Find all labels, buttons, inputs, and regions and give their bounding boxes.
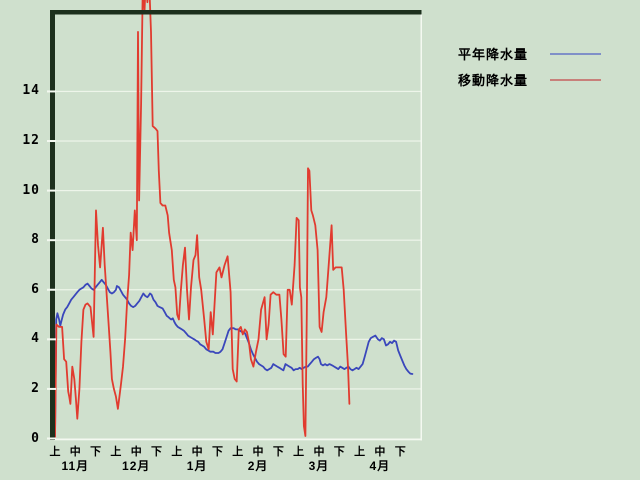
legend-label-moving-precip: 移動降水量 bbox=[458, 73, 529, 88]
x-tick-label: 中 bbox=[252, 446, 264, 458]
x-tick-label: 下 bbox=[151, 446, 163, 458]
month-label: 2月 bbox=[247, 459, 269, 473]
y-tick-label: 2 bbox=[31, 380, 40, 396]
x-tick-label: 上 bbox=[232, 446, 244, 458]
x-tick-label: 上 bbox=[49, 446, 61, 458]
gridline bbox=[55, 190, 421, 192]
legend-item-moving-precip: 移動降水量 bbox=[430, 70, 635, 88]
y-tick-label: 8 bbox=[31, 232, 40, 248]
gridline bbox=[55, 289, 421, 291]
month-label: 4月 bbox=[369, 459, 391, 473]
y-tick-label: 14 bbox=[22, 83, 40, 99]
normal-precip-line bbox=[54, 278, 414, 440]
x-tick-label: 上 bbox=[354, 446, 366, 458]
y-tick-label: 4 bbox=[31, 331, 40, 347]
x-tick-label: 下 bbox=[90, 446, 102, 458]
y-tick-mark bbox=[47, 437, 56, 440]
month-label: 1月 bbox=[186, 459, 208, 473]
x-tick-label: 中 bbox=[313, 446, 325, 458]
x-tick-label: 下 bbox=[333, 446, 345, 458]
y-tick-mark bbox=[47, 338, 56, 341]
x-tick-label: 下 bbox=[394, 446, 406, 458]
x-tick-label: 中 bbox=[130, 446, 142, 458]
plot-border-left bbox=[50, 10, 55, 440]
x-tick-label: 上 bbox=[171, 446, 183, 458]
gridline bbox=[55, 140, 421, 142]
month-label: 12月 bbox=[122, 459, 151, 473]
moving-precip-line bbox=[54, 0, 351, 440]
y-tick-mark bbox=[47, 288, 56, 291]
plot-border-bottom bbox=[54, 438, 421, 441]
gridline bbox=[55, 388, 421, 390]
legend-item-normal-precip: 平年降水量 bbox=[430, 44, 635, 62]
y-tick-mark bbox=[47, 239, 56, 242]
y-tick-mark bbox=[47, 90, 56, 93]
y-tick-mark bbox=[47, 387, 56, 390]
y-tick-mark bbox=[47, 189, 56, 192]
legend: 平年降水量 移動降水量 bbox=[430, 36, 635, 96]
month-label: 3月 bbox=[308, 459, 330, 473]
plot-border-right bbox=[420, 14, 422, 441]
x-tick-label: 中 bbox=[191, 446, 203, 458]
y-tick-label: 12 bbox=[22, 133, 40, 149]
x-tick-label: 下 bbox=[272, 446, 284, 458]
x-tick-label: 下 bbox=[211, 446, 223, 458]
x-tick-label: 上 bbox=[293, 446, 305, 458]
y-tick-mark bbox=[47, 140, 56, 143]
x-tick-label: 中 bbox=[69, 446, 81, 458]
plot-border-top bbox=[50, 10, 422, 15]
gridline bbox=[55, 90, 421, 93]
legend-line-moving-precip-icon bbox=[550, 79, 601, 81]
x-tick-label: 中 bbox=[374, 446, 386, 458]
y-tick-label: 0 bbox=[31, 430, 40, 446]
month-label: 11月 bbox=[61, 459, 90, 473]
legend-line-normal-precip-icon bbox=[550, 53, 601, 55]
legend-label-normal-precip: 平年降水量 bbox=[458, 47, 529, 62]
y-tick-label: 10 bbox=[22, 182, 40, 198]
x-tick-label: 上 bbox=[110, 446, 122, 458]
gridline bbox=[55, 239, 421, 241]
y-tick-label: 6 bbox=[31, 281, 40, 297]
